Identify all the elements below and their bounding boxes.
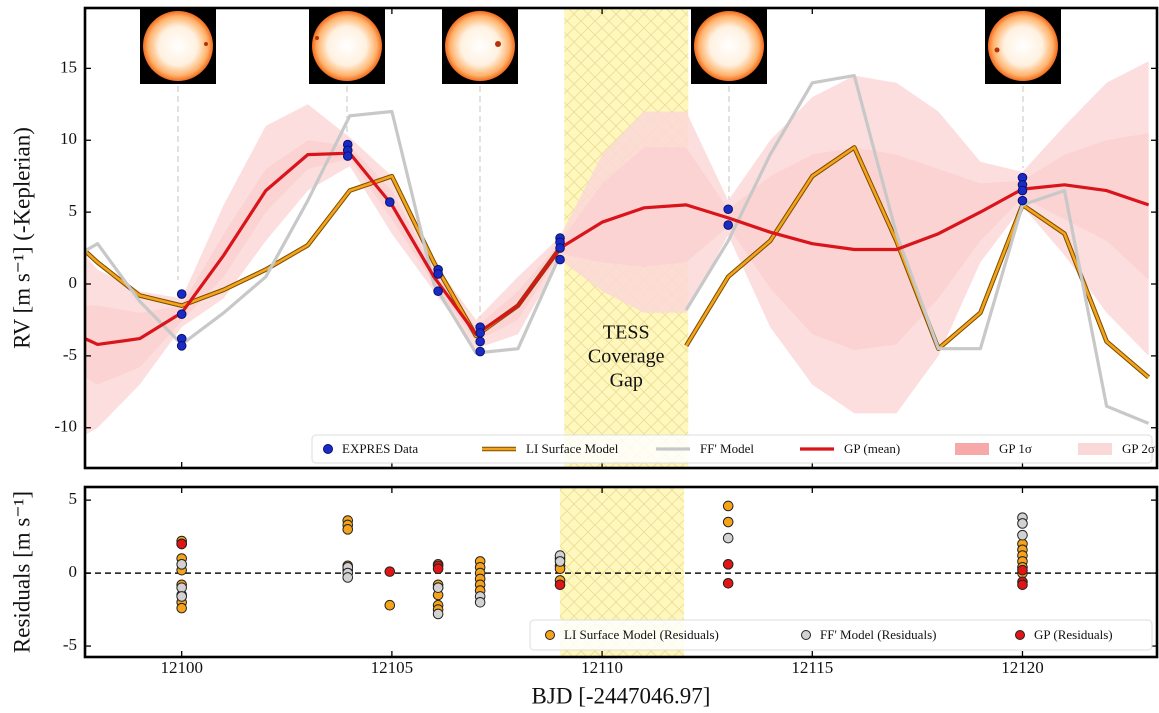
y-tick-label: 15 (60, 57, 77, 76)
legend-label: EXPRES Data (342, 441, 418, 456)
data-point (384, 566, 396, 577)
annotation: Coverage (588, 346, 665, 368)
data-point (722, 532, 734, 544)
x-tick-label: 12115 (791, 658, 833, 677)
sun-image (985, 8, 1061, 84)
sun-images (140, 8, 1061, 318)
data-point (475, 346, 485, 357)
data-point (722, 500, 734, 512)
data-point (723, 204, 734, 215)
data-point (1017, 529, 1028, 541)
legend-marker (545, 630, 555, 640)
legend-label: GP 1σ (999, 441, 1032, 456)
legend-marker (955, 443, 989, 455)
data-point (342, 572, 354, 583)
data-point (176, 582, 187, 593)
data-point (342, 151, 353, 161)
data-point (384, 197, 395, 207)
legend-label: LI Surface Model (Residuals) (564, 627, 719, 642)
data-point (723, 220, 734, 230)
legend-label: GP (Residuals) (1034, 627, 1113, 642)
legend-marker (323, 444, 333, 454)
y-tick-label: 0 (69, 273, 78, 292)
data-point (432, 563, 444, 575)
x-tick-label: 12100 (160, 658, 203, 677)
data-point (176, 538, 187, 550)
guide-lines (177, 86, 1024, 318)
sun-image (309, 8, 385, 84)
data-point (433, 269, 443, 279)
data-point (176, 289, 187, 299)
axes-frame (83, 485, 1159, 659)
annotation: TESS (603, 322, 650, 344)
legend-marker (801, 630, 811, 640)
data-point (1017, 518, 1028, 529)
data-point (475, 328, 485, 338)
plot-area (85, 8, 1151, 468)
legend-box (311, 434, 1153, 464)
data-point (554, 579, 566, 591)
y-tick-label: -5 (63, 345, 77, 364)
legend-label: FF' Model (700, 441, 754, 456)
legend: EXPRES Data LI Surface Model FF' Model GP (… (311, 434, 1155, 464)
data-point (1017, 579, 1028, 591)
data-point (555, 243, 565, 253)
data-point (722, 516, 734, 528)
y-tick-label: 10 (60, 129, 77, 148)
annotation: Gap (610, 370, 643, 392)
y-tick-label: -10 (54, 417, 77, 436)
legend-label: GP (mean) (844, 441, 900, 456)
x-tick-label: 12105 (371, 658, 414, 677)
y-axis-title: RV [m s⁻¹] (-Keplerian) (9, 127, 34, 349)
data-point (1017, 185, 1028, 196)
y-axis-title: Residuals [m s⁻¹] (9, 491, 34, 653)
x-tick-label: 12110 (581, 658, 623, 677)
model-line (85, 151, 1150, 346)
sun-image (442, 8, 518, 84)
legend-label: LI Surface Model (526, 441, 619, 456)
data-point (176, 591, 187, 602)
data-point (1017, 195, 1028, 206)
legend-box (529, 619, 1153, 651)
data-point (176, 309, 187, 319)
x-tick-label: 12120 (1001, 658, 1044, 677)
legend-label: GP 2σ (1122, 441, 1155, 456)
axes-frame (83, 6, 1159, 470)
data-point (432, 582, 444, 593)
data-point (432, 608, 444, 620)
data-point (433, 286, 443, 296)
data-point (176, 341, 187, 351)
data-point (474, 596, 486, 608)
data-point (475, 336, 485, 347)
legend-marker (1078, 443, 1112, 455)
data-point (384, 599, 396, 611)
x-axis-title: BJD [-2447046.97] (532, 683, 711, 708)
y-tick-label: 5 (69, 201, 78, 220)
data-point (342, 524, 354, 535)
data-point (1017, 564, 1028, 576)
y-tick-label: 5 (69, 489, 78, 508)
legend: LI Surface Model (Residuals) FF' Model (R… (529, 619, 1153, 651)
legend-marker (1015, 630, 1025, 640)
sun-image (691, 8, 767, 84)
data-point (555, 254, 565, 265)
data-point (722, 578, 734, 589)
data-point (554, 556, 566, 567)
legend-label: FF' Model (Residuals) (820, 627, 936, 642)
data-point (722, 559, 734, 570)
sun-image (140, 8, 216, 84)
data-point (176, 559, 187, 570)
data-point (176, 602, 187, 614)
panel: -5 0 5 12100 12105 12110 12115 12120 LI Surface … (63, 485, 1159, 677)
y-tick-label: 0 (69, 562, 78, 581)
y-tick-label: -5 (63, 635, 77, 654)
